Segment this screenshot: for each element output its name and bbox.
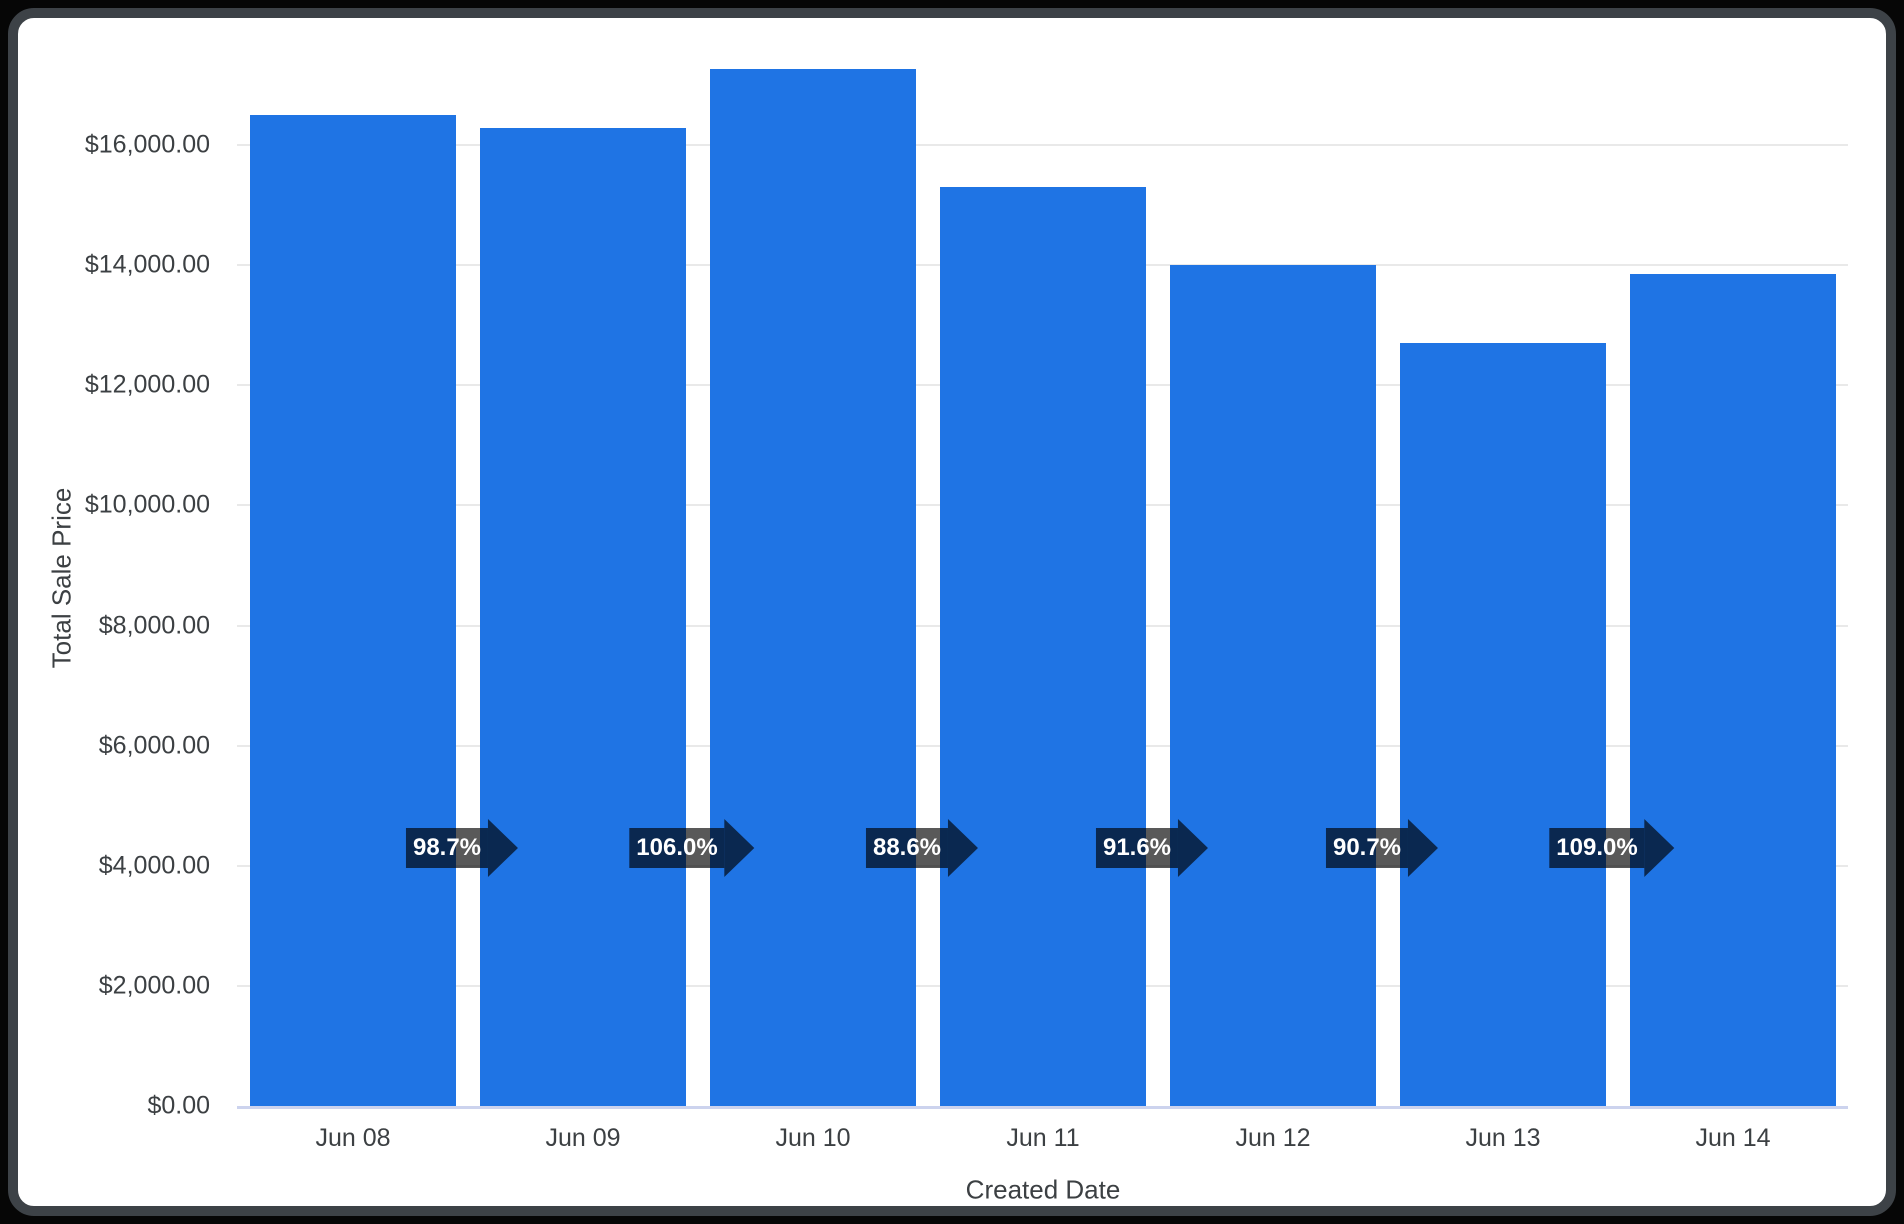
y-tick-label: $14,000.00	[84, 250, 210, 279]
y-tick-label: $6,000.00	[98, 731, 210, 760]
x-tick-label: Jun 11	[1006, 1124, 1080, 1152]
y-tick-label: $16,000.00	[84, 130, 210, 159]
x-tick-label: Jun 09	[545, 1124, 621, 1152]
arrow-right-icon	[1644, 819, 1675, 877]
bar-jun-08[interactable]	[250, 114, 456, 1106]
y-tick-label: $4,000.00	[98, 851, 210, 880]
x-tick-label: Jun 14	[1695, 1124, 1771, 1152]
pct-change-value: 90.7%	[1325, 828, 1409, 868]
y-tick-label: $10,000.00	[84, 490, 210, 519]
arrow-right-icon	[1408, 819, 1439, 877]
gridline	[237, 144, 1848, 146]
pct-change-badge: 106.0%	[629, 819, 755, 877]
x-axis-baseline	[237, 1106, 1848, 1109]
arrow-right-icon	[948, 819, 979, 877]
bar-jun-14[interactable]	[1630, 274, 1836, 1106]
y-tick-label: $8,000.00	[98, 611, 210, 639]
x-tick-label: Jun 12	[1235, 1124, 1311, 1152]
pct-change-value: 88.6%	[865, 828, 949, 868]
pct-change-badge: 90.7%	[1325, 819, 1439, 877]
pct-change-value: 109.0%	[1549, 828, 1645, 868]
pct-change-badge: 88.6%	[865, 819, 979, 877]
x-tick-label: Jun 13	[1465, 1124, 1541, 1152]
y-axis-title: Total Sale Price	[46, 487, 77, 669]
arrow-right-icon	[488, 819, 519, 877]
bar-jun-12[interactable]	[1170, 264, 1376, 1106]
bar-jun-13[interactable]	[1400, 342, 1606, 1106]
y-tick-label: $12,000.00	[84, 370, 210, 399]
pct-change-badge: 109.0%	[1549, 819, 1675, 877]
y-tick-label: $0.00	[147, 1091, 210, 1120]
x-tick-label: Jun 08	[315, 1124, 391, 1152]
x-tick-label: Jun 10	[775, 1124, 851, 1152]
pct-change-value: 91.6%	[1095, 828, 1179, 868]
arrow-right-icon	[1178, 819, 1209, 877]
bar-jun-11[interactable]	[940, 187, 1146, 1106]
pct-change-badge: 98.7%	[405, 819, 519, 877]
pct-change-value: 106.0%	[629, 828, 725, 868]
y-tick-label: $2,000.00	[98, 971, 210, 1000]
x-axis-title: Created Date	[965, 1174, 1121, 1205]
pct-change-badge: 91.6%	[1095, 819, 1209, 877]
bar-jun-10[interactable]	[710, 69, 916, 1106]
bar-jun-09[interactable]	[480, 127, 686, 1106]
pct-change-value: 98.7%	[405, 828, 489, 868]
arrow-right-icon	[724, 819, 755, 877]
